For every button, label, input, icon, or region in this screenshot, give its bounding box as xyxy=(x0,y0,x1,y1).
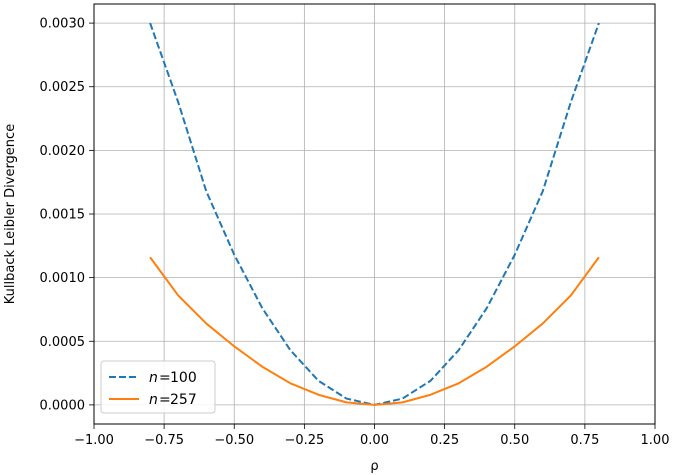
y-tick-label: 0.0025 xyxy=(40,80,86,95)
x-tick-label: −1.00 xyxy=(74,433,114,448)
legend-label-equals-1: = xyxy=(159,392,171,408)
x-tick-label: −0.50 xyxy=(214,433,254,448)
x-tick-label: 0.25 xyxy=(430,433,459,448)
legend-label-equals-0: = xyxy=(159,370,171,386)
series-line-1 xyxy=(149,256,600,406)
legend-label-value-0: 100 xyxy=(170,370,197,386)
x-tick-label: −0.75 xyxy=(144,433,184,448)
y-tick-label: 0.0010 xyxy=(40,271,86,286)
y-tick-label: 0.0020 xyxy=(40,144,86,159)
x-tick-label: −0.25 xyxy=(284,433,324,448)
y-axis-title: Kullback Leibler Divergence xyxy=(3,124,18,304)
series-layer xyxy=(149,22,600,406)
grid xyxy=(93,4,656,424)
legend-label-prefix-0: n xyxy=(149,370,158,386)
x-tick-label: 1.00 xyxy=(641,433,670,448)
y-tick-label: 0.0005 xyxy=(40,335,86,350)
y-tick-label: 0.0000 xyxy=(40,398,86,413)
y-axis: 0.0000 0.0005 0.0010 0.0015 0.0020 0.0025 0.00… xyxy=(40,17,94,413)
legend-label-value-1: 257 xyxy=(170,392,197,408)
x-axis: −1.00 −0.75 −0.50 −0.25 0.00 0.25 0.50 0.75 1.00 xyxy=(74,424,669,448)
x-tick-label: 0.75 xyxy=(570,433,599,448)
legend-label-prefix-1: n xyxy=(149,392,158,408)
x-tick-label: 0.00 xyxy=(360,433,389,448)
y-tick-label: 0.0030 xyxy=(40,17,86,32)
legend-box xyxy=(100,360,216,414)
y-tick-label: 0.0015 xyxy=(40,208,86,223)
x-axis-title: ρ xyxy=(370,459,378,474)
x-tick-label: 0.50 xyxy=(500,433,529,448)
